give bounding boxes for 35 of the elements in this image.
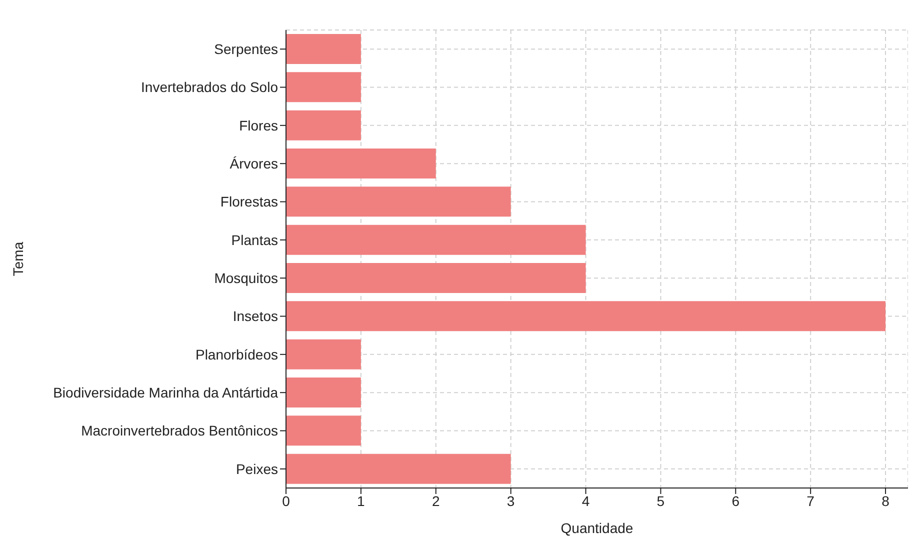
x-tick-label: 0 xyxy=(282,492,290,509)
y-tick-label: Plantas xyxy=(231,232,278,248)
bar xyxy=(286,378,361,408)
bar xyxy=(286,34,361,64)
x-tick-label: 8 xyxy=(882,492,890,509)
y-tick-label: Macroinvertebrados Bentônicos xyxy=(81,422,278,439)
bar xyxy=(286,72,361,102)
y-tick-label: Serpentes xyxy=(214,41,278,58)
x-tick-label: 1 xyxy=(357,492,366,509)
x-tick-label: 7 xyxy=(806,492,815,509)
y-tick-label: Flores xyxy=(239,117,278,134)
x-tick-label: 5 xyxy=(656,492,665,509)
bar xyxy=(286,301,886,332)
bar xyxy=(286,224,586,255)
y-tick-label: Biodiversidade Marinha da Antártida xyxy=(53,384,278,401)
y-tick-label: Mosquitos xyxy=(214,270,278,286)
bar xyxy=(286,110,361,140)
bar xyxy=(286,416,361,446)
y-tick-label: Invertebrados do Solo xyxy=(141,79,278,96)
bar xyxy=(286,339,361,370)
y-tick-label: Insetos xyxy=(232,308,278,324)
x-tick-label: 2 xyxy=(432,492,440,509)
y-tick-label: Peixes xyxy=(236,460,278,477)
x-axis-title: Quantidade xyxy=(560,520,634,536)
bar xyxy=(286,454,511,484)
x-tick-label: 6 xyxy=(732,492,740,509)
x-tick-label: 3 xyxy=(506,492,515,509)
x-tick-label: 4 xyxy=(582,492,590,509)
y-tick-label: Planorbídeos xyxy=(195,346,278,362)
y-tick-label: Florestas xyxy=(220,194,278,210)
y-tick-label: Árvores xyxy=(230,156,278,172)
bar xyxy=(286,148,436,178)
y-axis-title: Tema xyxy=(10,242,26,276)
bar xyxy=(286,186,511,217)
bar xyxy=(286,263,586,293)
